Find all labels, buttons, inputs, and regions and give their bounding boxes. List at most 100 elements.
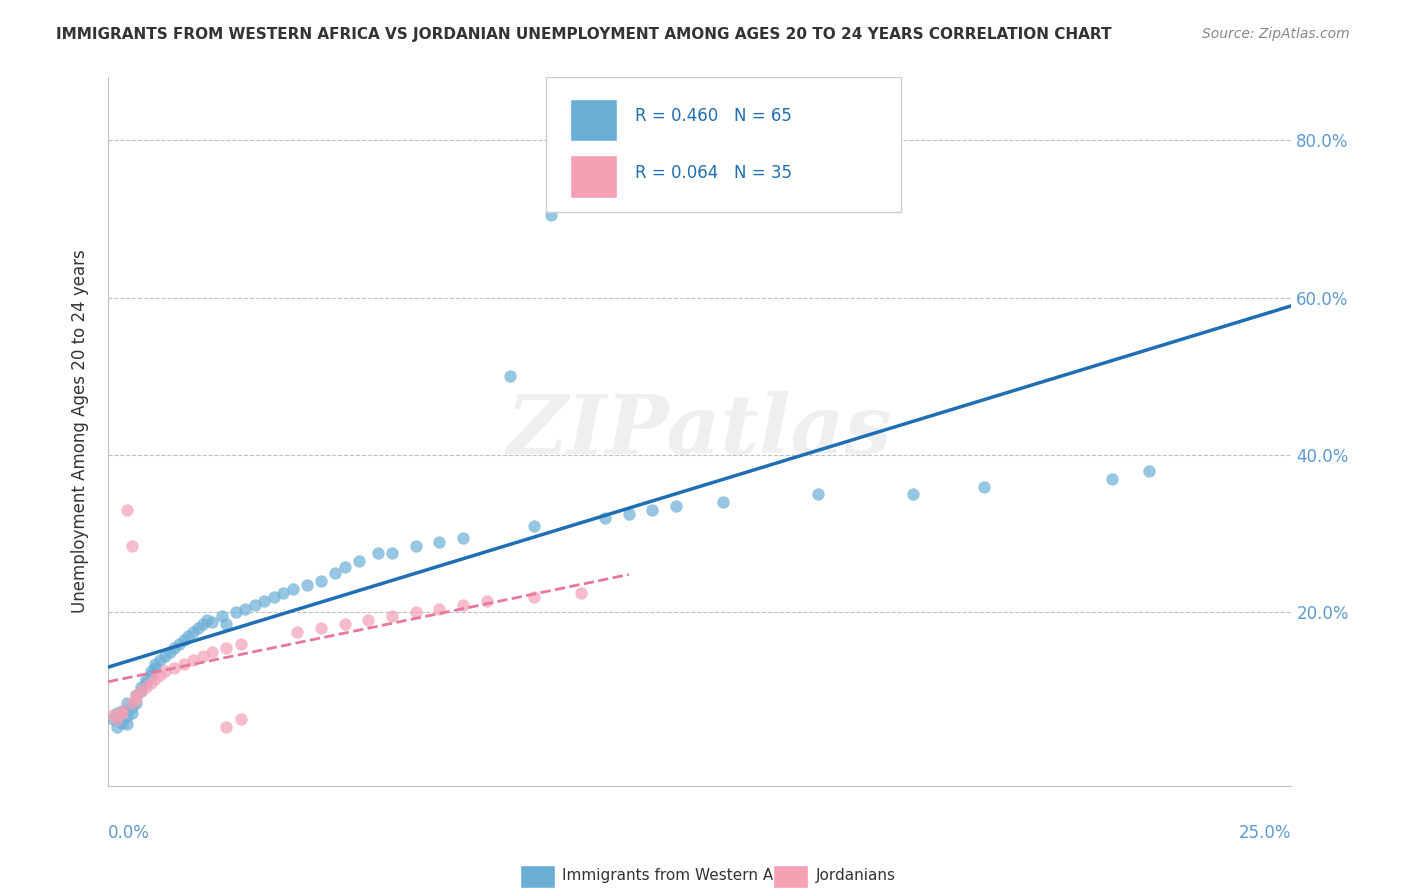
Point — [215, 617, 238, 632]
Point — [499, 369, 522, 384]
Point — [333, 617, 356, 632]
Point — [139, 668, 162, 682]
Point — [125, 688, 148, 702]
Bar — [569, 155, 617, 198]
Point — [191, 648, 214, 663]
Point — [121, 696, 143, 710]
Point — [107, 720, 129, 734]
Point — [405, 539, 427, 553]
Point — [129, 680, 152, 694]
Point — [523, 519, 546, 533]
Point — [309, 574, 332, 588]
Point — [215, 720, 238, 734]
Point — [129, 684, 152, 698]
Point — [115, 503, 138, 517]
Point — [569, 586, 592, 600]
Point — [125, 688, 148, 702]
Point — [807, 487, 830, 501]
Point — [167, 637, 190, 651]
Point — [451, 598, 474, 612]
Point — [211, 609, 233, 624]
Point — [357, 613, 380, 627]
Point — [201, 645, 224, 659]
Point — [367, 546, 389, 560]
Point — [333, 559, 356, 574]
Point — [229, 637, 252, 651]
Point — [115, 709, 138, 723]
Point — [153, 648, 176, 663]
Text: ZIPatlas: ZIPatlas — [508, 392, 893, 472]
Point — [243, 598, 266, 612]
Point — [323, 566, 346, 581]
Point — [139, 665, 162, 679]
Bar — [569, 99, 617, 141]
Point — [135, 680, 157, 694]
Point — [121, 706, 143, 721]
Point — [347, 554, 370, 568]
Point — [451, 531, 474, 545]
Point — [641, 503, 664, 517]
Point — [115, 696, 138, 710]
Point — [143, 657, 166, 671]
Point — [177, 629, 200, 643]
Point — [405, 606, 427, 620]
Point — [381, 546, 404, 560]
Point — [125, 696, 148, 710]
Point — [159, 645, 181, 659]
Point — [143, 673, 166, 687]
FancyBboxPatch shape — [546, 78, 901, 212]
Point — [125, 692, 148, 706]
Point — [143, 660, 166, 674]
Point — [135, 676, 157, 690]
Point — [121, 699, 143, 714]
Point — [295, 578, 318, 592]
Point — [555, 196, 578, 211]
Point — [540, 208, 562, 222]
Text: IMMIGRANTS FROM WESTERN AFRICA VS JORDANIAN UNEMPLOYMENT AMONG AGES 20 TO 24 YEA: IMMIGRANTS FROM WESTERN AFRICA VS JORDAN… — [56, 27, 1112, 42]
Text: R = 0.064   N = 35: R = 0.064 N = 35 — [634, 164, 792, 182]
Text: Immigrants from Western Africa: Immigrants from Western Africa — [562, 869, 807, 883]
Text: Jordanians: Jordanians — [815, 869, 896, 883]
Point — [173, 657, 195, 671]
Point — [233, 601, 256, 615]
Point — [111, 704, 134, 718]
Point — [135, 673, 157, 687]
Point — [163, 660, 186, 674]
Point — [225, 606, 247, 620]
Point — [191, 617, 214, 632]
Point — [309, 621, 332, 635]
Point — [281, 582, 304, 596]
Text: 0.0%: 0.0% — [108, 824, 150, 842]
Point — [1139, 464, 1161, 478]
Point — [111, 706, 134, 721]
Point — [153, 665, 176, 679]
Point — [215, 640, 238, 655]
Point — [973, 479, 995, 493]
Point — [139, 676, 162, 690]
Text: R = 0.460   N = 65: R = 0.460 N = 65 — [634, 107, 792, 126]
Point — [107, 706, 129, 721]
Point — [713, 495, 735, 509]
Point — [271, 586, 294, 600]
Text: 25.0%: 25.0% — [1239, 824, 1292, 842]
Point — [101, 712, 124, 726]
Point — [285, 625, 308, 640]
Point — [381, 609, 404, 624]
Point — [149, 668, 172, 682]
Point — [111, 715, 134, 730]
Point — [197, 613, 219, 627]
Point — [173, 632, 195, 647]
Point — [263, 590, 285, 604]
Point — [523, 590, 546, 604]
Point — [149, 653, 172, 667]
Point — [901, 487, 924, 501]
Point — [107, 712, 129, 726]
Point — [665, 500, 688, 514]
Point — [111, 704, 134, 718]
Point — [121, 539, 143, 553]
Point — [163, 640, 186, 655]
Point — [129, 684, 152, 698]
Text: Source: ZipAtlas.com: Source: ZipAtlas.com — [1202, 27, 1350, 41]
Point — [101, 707, 124, 722]
Point — [1101, 472, 1123, 486]
